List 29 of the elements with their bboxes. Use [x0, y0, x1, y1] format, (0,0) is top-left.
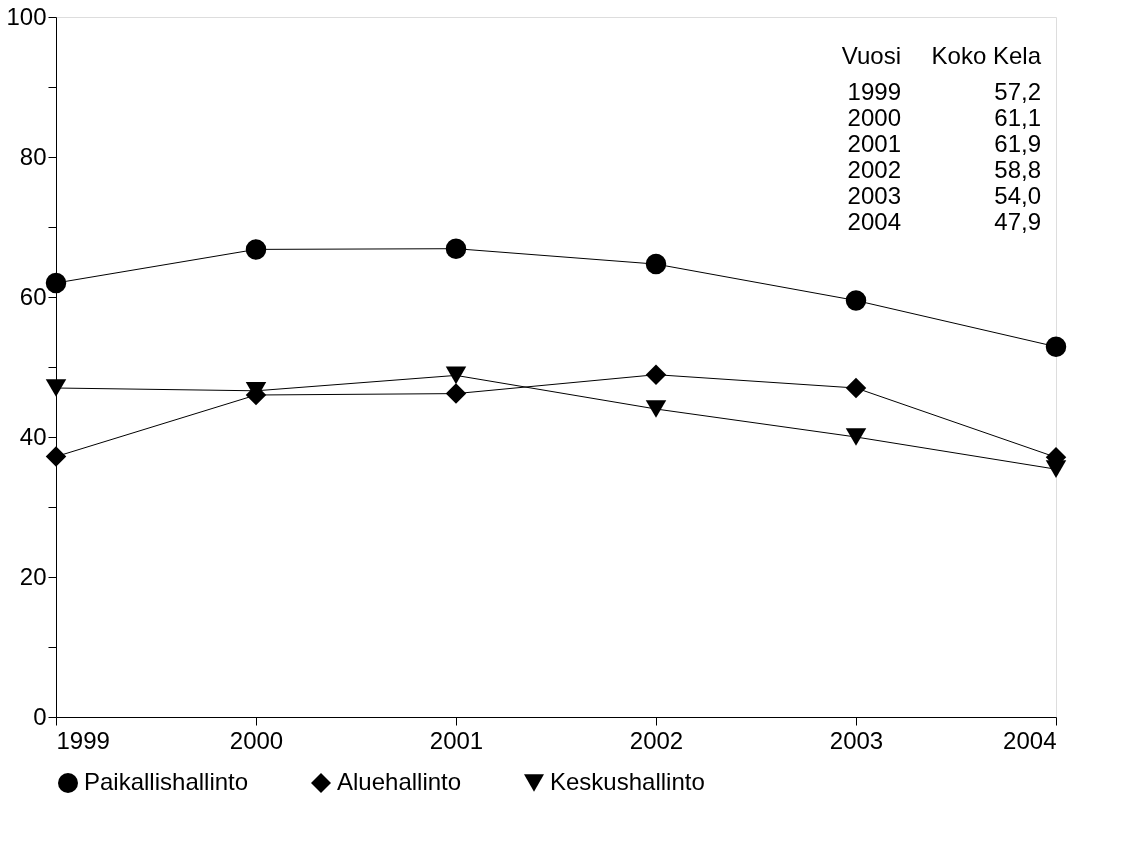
annotation: 54,0 — [994, 182, 1041, 209]
annotation: 57,2 — [994, 78, 1041, 105]
y-tick-label: 0 — [33, 702, 47, 730]
x-tick-label: 2004 — [1003, 726, 1057, 754]
y-tick-label: 40 — [19, 422, 47, 450]
annotation: Koko Kela — [931, 42, 1042, 69]
annotation: Vuosi — [841, 42, 901, 69]
y-tick-label: 100 — [6, 2, 47, 30]
y-tick-label: 20 — [19, 562, 47, 590]
x-tick-label: 1999 — [56, 726, 110, 754]
annotation: 2002 — [847, 156, 901, 183]
annotation: 2004 — [847, 208, 901, 235]
legend-label: Keskushallinto — [550, 768, 705, 795]
annotation: 2003 — [847, 182, 901, 209]
annotation: 2000 — [847, 104, 901, 131]
legend-label: Aluehallinto — [337, 768, 462, 795]
x-tick-label: 2002 — [629, 726, 684, 754]
annotation: 58,8 — [994, 156, 1041, 183]
legend-label: Paikallishallinto — [84, 768, 249, 795]
x-tick-label: 2001 — [429, 726, 484, 754]
annotation: 61,1 — [994, 104, 1041, 131]
x-tick-label: 2000 — [229, 726, 284, 754]
annotation: 47,9 — [994, 208, 1041, 235]
annotation: 61,9 — [994, 130, 1041, 157]
annotation: 2001 — [847, 130, 901, 157]
x-tick-label: 2003 — [829, 726, 884, 754]
y-tick-label: 80 — [19, 142, 47, 170]
y-tick-label: 60 — [19, 282, 47, 310]
annotation: 1999 — [847, 78, 901, 105]
